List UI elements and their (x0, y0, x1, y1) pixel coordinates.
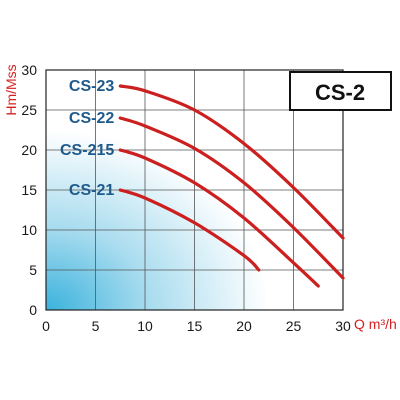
x-tick-label: 0 (42, 318, 50, 334)
chart-title: CS-2 (315, 80, 365, 105)
x-tick-label: 15 (187, 318, 203, 334)
series-curve-cs-22 (118, 116, 345, 280)
y-tick-label: 15 (21, 182, 37, 198)
x-tick-label: 20 (236, 318, 252, 334)
x-tick-label: 10 (137, 318, 153, 334)
series-labels: CS-23 CS-22 CS-215 CS-21 (60, 78, 114, 199)
series-curves (118, 84, 345, 288)
series-label: CS-23 (69, 78, 114, 95)
x-tick-label: 5 (92, 318, 100, 334)
tick-labels: 0 5 10 15 20 25 30 0 5 10 15 20 25 30 (21, 62, 351, 334)
series-label: CS-21 (69, 182, 114, 199)
series-curve-cs-23 (118, 84, 345, 240)
series-curve-cs-21 (118, 188, 261, 272)
x-tick-label: 25 (286, 318, 302, 334)
series-label: CS-215 (60, 142, 114, 159)
series-label: CS-22 (69, 110, 114, 127)
y-tick-label: 10 (21, 222, 37, 238)
x-tick-label: 30 (335, 318, 351, 334)
series-curve-cs-215 (118, 148, 320, 288)
y-axis-title: Hm/Mss (3, 64, 19, 115)
y-tick-label: 0 (29, 302, 37, 318)
y-tick-label: 30 (21, 62, 37, 78)
y-tick-label: 20 (21, 142, 37, 158)
x-axis-title: Q m³/h (354, 316, 397, 332)
plot-frame (45, 69, 344, 311)
y-tick-label: 25 (21, 102, 37, 118)
chart-title-box (289, 71, 392, 111)
y-tick-label: 5 (29, 262, 37, 278)
